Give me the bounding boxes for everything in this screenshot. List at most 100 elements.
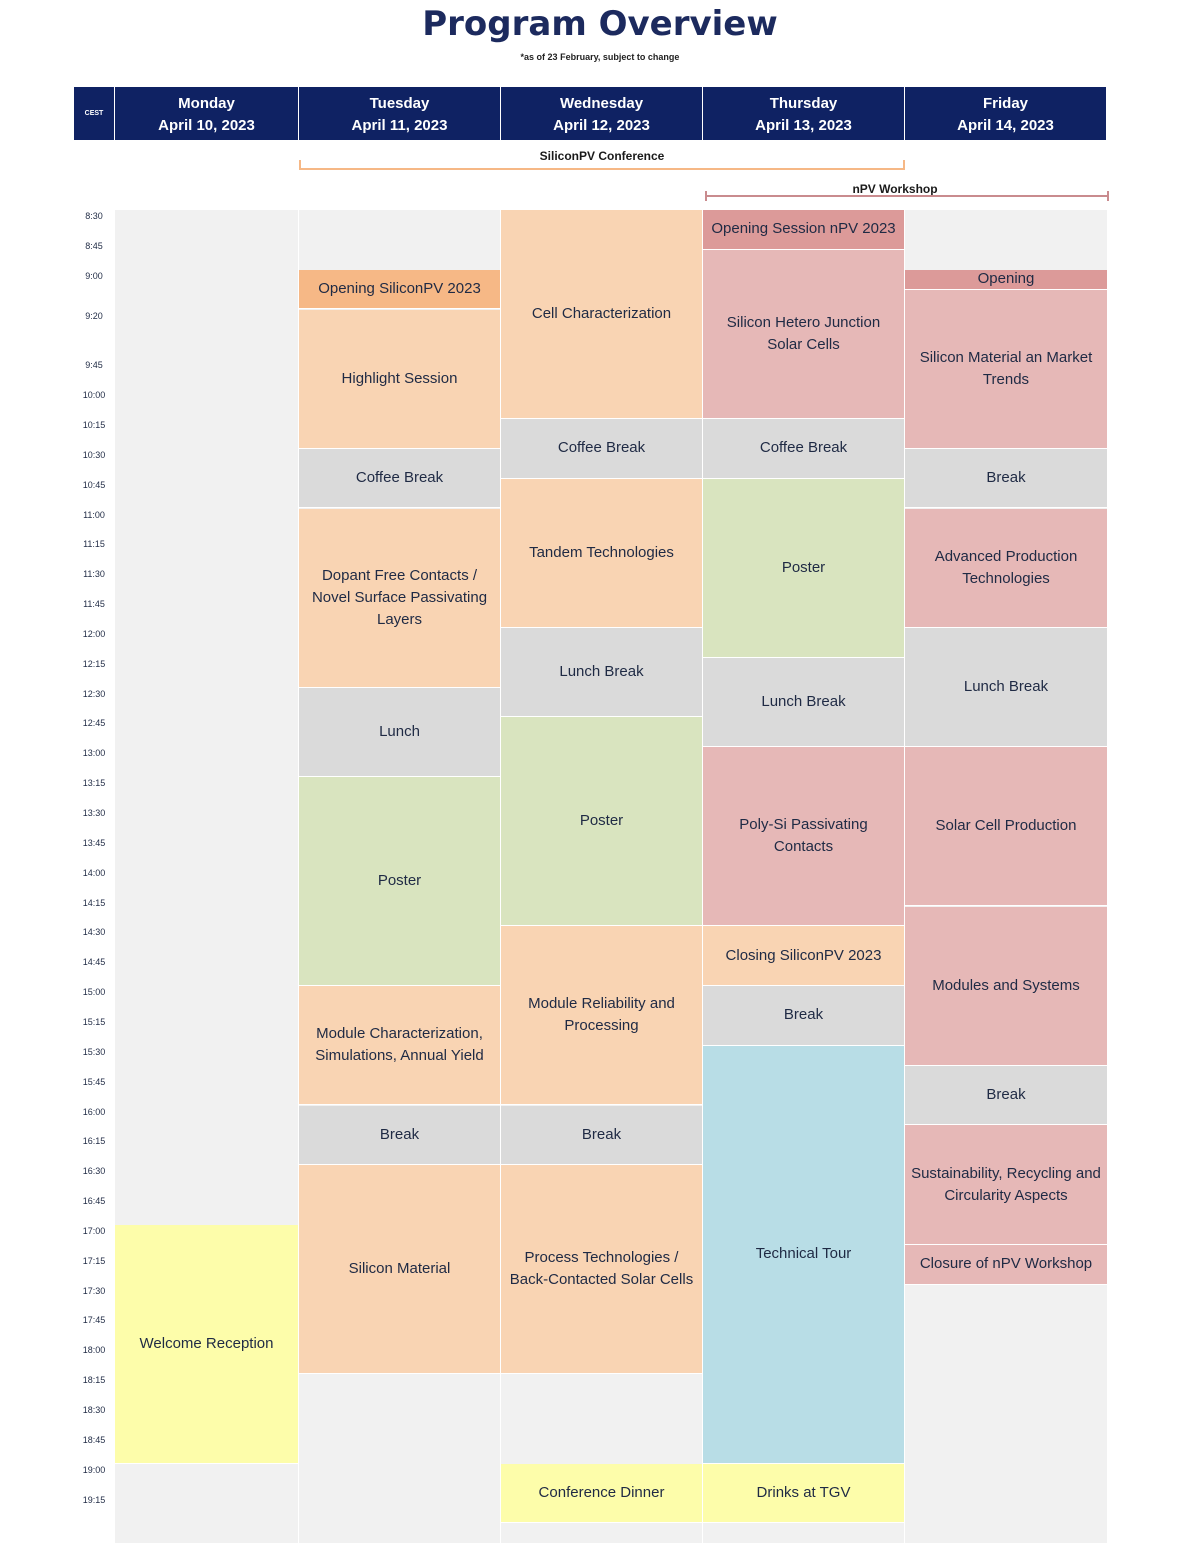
session-friday-modules-and-systems: Modules and Systems — [905, 906, 1107, 1066]
time-label: 18:15 — [82, 1375, 106, 1386]
day-header-wednesday: Wednesday April 12, 2023 — [501, 87, 703, 140]
session-tuesday-silicon-material: Silicon Material — [299, 1165, 500, 1375]
time-label: 9:20 — [85, 310, 103, 321]
npv-span-label: nPV Workshop — [852, 182, 938, 196]
session-friday-sustainability-recycling-and-circularity-aspects: Sustainability, Recycling and Circularit… — [905, 1125, 1107, 1245]
time-label: 15:15 — [82, 1016, 106, 1027]
day-name: Tuesday — [369, 95, 430, 112]
session-thursday-coffee-break: Coffee Break — [703, 418, 904, 479]
time-label: 10:00 — [82, 390, 106, 401]
session-thursday-silicon-hetero-junction-solar-cells: Silicon Hetero Junction Solar Cells — [703, 249, 904, 419]
siliconpv-span-cap-end — [903, 160, 905, 170]
time-label: 18:30 — [82, 1405, 106, 1415]
time-label: 13:00 — [82, 748, 106, 759]
time-label: 13:30 — [82, 808, 106, 818]
siliconpv-span-label: SiliconPV Conference — [539, 149, 665, 163]
session-friday-closure-of-npv-workshop: Closure of nPV Workshop — [905, 1244, 1107, 1285]
session-wednesday-poster: Poster — [501, 717, 702, 927]
session-tuesday-module-characterization-simulations-annual-yield: Module Characterization, Simulations, An… — [299, 986, 500, 1106]
session-tuesday-break: Break — [299, 1105, 500, 1166]
time-label: 11:45 — [83, 599, 105, 610]
session-thursday-poly-si-passivating-contacts: Poly-Si Passivating Contacts — [703, 747, 904, 927]
time-label: 15:45 — [82, 1076, 106, 1087]
time-label: 12:30 — [82, 688, 106, 699]
page-subtitle: *as of 23 February, subject to change — [520, 52, 680, 62]
session-wednesday-coffee-break: Coffee Break — [501, 418, 702, 479]
session-friday-lunch-break: Lunch Break — [905, 627, 1107, 748]
session-thursday-poster: Poster — [703, 478, 904, 658]
time-label: 13:45 — [82, 837, 106, 848]
timezone-header: CEST — [74, 87, 115, 140]
session-tuesday-highlight-session: Highlight Session — [299, 309, 500, 449]
session-tuesday-opening-siliconpv-2023: Opening SiliconPV 2023 — [299, 269, 500, 310]
day-header-monday: Monday April 10, 2023 — [115, 87, 299, 140]
time-label: 19:15 — [82, 1494, 106, 1505]
time-label: 15:00 — [82, 987, 106, 998]
time-label: 18:45 — [82, 1434, 106, 1445]
time-label: 11:00 — [83, 509, 105, 520]
time-label: 17:00 — [82, 1225, 106, 1236]
day-date: April 13, 2023 — [755, 117, 852, 134]
day-name: Wednesday — [559, 95, 644, 112]
time-label: 12:45 — [82, 718, 106, 729]
day-date: April 12, 2023 — [553, 117, 650, 134]
session-thursday-closing-siliconpv-2023: Closing SiliconPV 2023 — [703, 926, 904, 987]
session-wednesday-conference-dinner: Conference Dinner — [501, 1463, 702, 1524]
time-label: 12:00 — [82, 628, 106, 639]
day-header-tuesday: Tuesday April 11, 2023 — [299, 87, 501, 140]
time-label: 19:00 — [82, 1464, 106, 1475]
time-label: 16:00 — [82, 1106, 106, 1117]
session-tuesday-dopant-free-contacts-novel-surface-passivating-layers: Dopant Free Contacts / Novel Surface Pas… — [299, 508, 500, 688]
session-friday-silicon-material-an-market-trends: Silicon Material an Market Trends — [905, 289, 1107, 449]
time-label: 14:15 — [82, 897, 106, 908]
session-monday-welcome-reception: Welcome Reception — [115, 1224, 298, 1464]
time-label: 18:00 — [82, 1345, 106, 1356]
session-tuesday-lunch: Lunch — [299, 687, 500, 778]
time-label: 16:15 — [82, 1136, 106, 1147]
time-label: 14:30 — [82, 927, 106, 938]
time-label: 10:45 — [82, 479, 106, 490]
time-label: 17:15 — [82, 1255, 106, 1266]
time-label: 8:45 — [85, 240, 103, 251]
time-label: 9:45 — [85, 360, 103, 371]
day-date: April 11, 2023 — [351, 117, 448, 134]
session-wednesday-lunch-break: Lunch Break — [501, 627, 702, 718]
time-label: 16:45 — [82, 1196, 106, 1207]
session-thursday-drinks-at-tgv: Drinks at TGV — [703, 1463, 904, 1524]
session-friday-opening: Opening — [905, 269, 1107, 290]
day-name: Thursday — [769, 95, 838, 112]
day-name: Monday — [178, 95, 235, 112]
day-date: April 14, 2023 — [957, 117, 1054, 134]
session-tuesday-coffee-break: Coffee Break — [299, 448, 500, 509]
time-label: 8:30 — [85, 211, 103, 221]
siliconpv-span-cap-start — [299, 160, 301, 170]
session-friday-break: Break — [905, 448, 1107, 509]
session-tuesday-poster: Poster — [299, 777, 500, 987]
time-label: 17:30 — [82, 1285, 106, 1296]
time-label: 15:30 — [82, 1046, 106, 1057]
session-wednesday-cell-characterization: Cell Characterization — [501, 210, 702, 419]
siliconpv-span-bar — [299, 168, 905, 170]
time-label: 16:30 — [82, 1166, 106, 1177]
session-wednesday-module-reliability-and-processing: Module Reliability and Processing — [501, 926, 702, 1106]
time-label: 17:45 — [82, 1315, 106, 1326]
day-name: Friday — [982, 95, 1028, 112]
session-friday-solar-cell-production: Solar Cell Production — [905, 747, 1107, 907]
session-thursday-technical-tour: Technical Tour — [703, 1045, 904, 1464]
session-wednesday-break: Break — [501, 1105, 702, 1166]
day-header-friday: Friday April 14, 2023 — [905, 87, 1107, 140]
session-thursday-lunch-break: Lunch Break — [703, 657, 904, 748]
time-label: 14:00 — [82, 867, 106, 878]
session-thursday-break: Break — [703, 986, 904, 1046]
npv-span-cap-start — [705, 191, 707, 201]
session-wednesday-tandem-technologies: Tandem Technologies — [501, 478, 702, 628]
day-date: April 10, 2023 — [158, 117, 255, 134]
session-friday-break: Break — [905, 1065, 1107, 1126]
day-header-thursday: Thursday April 13, 2023 — [703, 87, 905, 140]
page-title: Program Overview — [422, 4, 778, 44]
time-label: 10:15 — [82, 419, 106, 430]
time-label: 13:15 — [82, 778, 106, 789]
session-friday-advanced-production-technologies: Advanced Production Technologies — [905, 508, 1107, 628]
time-label: 10:30 — [82, 449, 106, 460]
time-label: 9:00 — [85, 270, 103, 281]
